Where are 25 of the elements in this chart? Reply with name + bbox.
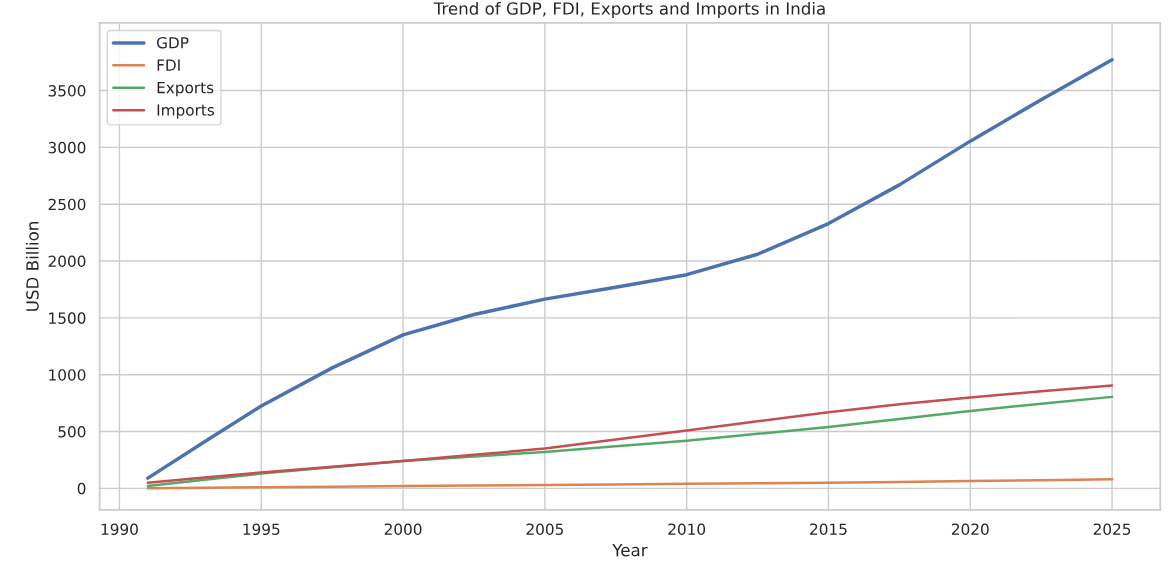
y-axis-title: USD Billion [25, 222, 39, 311]
x-tick-label: 1990 [101, 523, 138, 535]
line-series [146, 58, 1114, 480]
legend-label: Exports [157, 81, 214, 97]
chart-title: Trend of GDP, FDI, Exports and Imports in India [433, 1, 825, 19]
legend-label: GDP [157, 36, 189, 49]
x-tick-label: 2010 [668, 523, 706, 535]
y-tick-label: 1000 [49, 369, 86, 381]
y-tick-label: 2500 [48, 198, 86, 211]
y-tick-label: 3500 [48, 85, 86, 97]
legend-label: Imports [157, 104, 215, 119]
y-tick-label: 2000 [48, 255, 86, 268]
x-tick-label: 2015 [810, 523, 847, 535]
x-tick-label: 2020 [951, 523, 989, 535]
y-tick-label: 0 [77, 482, 86, 495]
y-tick-label: 500 [58, 426, 86, 438]
line-series [146, 478, 1114, 490]
x-axis-title: Year [612, 544, 648, 557]
y-tick-label: 3000 [48, 141, 86, 154]
x-tick-label: 2000 [384, 523, 422, 535]
y-tick-label: 1500 [49, 312, 86, 324]
x-tick-label: 1995 [243, 523, 280, 535]
x-tick-label: 2025 [1093, 523, 1131, 535]
legend-label: FDI [157, 59, 180, 71]
x-tick-label: 2005 [526, 523, 563, 535]
